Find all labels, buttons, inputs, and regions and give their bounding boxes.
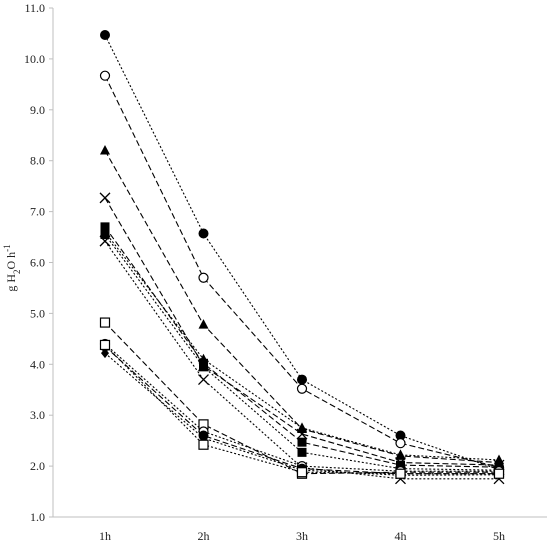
data-point-open-square xyxy=(395,468,406,479)
data-point-filled-square xyxy=(297,447,307,457)
series-5 xyxy=(100,226,504,464)
x-tick-label: 3h xyxy=(296,529,308,543)
x-tick-label: 5h xyxy=(493,529,505,543)
data-point-filled-triangle xyxy=(494,454,504,464)
series-line xyxy=(104,226,500,468)
y-tick-label: 8.0 xyxy=(30,154,45,168)
data-point-open-circle xyxy=(198,272,209,283)
series-12 xyxy=(99,339,505,479)
series-11 xyxy=(101,348,503,481)
series-2 xyxy=(100,145,504,467)
data-point-filled-triangle xyxy=(395,449,406,459)
y-axis-label: g H2O h-1 xyxy=(2,244,22,291)
data-point-open-square xyxy=(198,439,209,450)
series-line xyxy=(104,75,500,468)
data-point-open-circle xyxy=(395,438,406,449)
y-tick-label: 1.0 xyxy=(30,510,45,524)
data-point-filled-triangle xyxy=(198,319,209,329)
data-point-open-square xyxy=(99,317,111,328)
y-tick-label: 9.0 xyxy=(30,103,45,117)
data-point-open-square xyxy=(296,467,308,478)
series-1 xyxy=(99,70,505,473)
data-point-filled-diamond xyxy=(101,348,109,359)
data-point-open-circle xyxy=(99,70,111,81)
data-point-open-square xyxy=(493,468,505,479)
series-line xyxy=(104,197,500,466)
data-point-open-circle xyxy=(296,383,308,394)
y-tick-label: 4.0 xyxy=(30,357,45,371)
data-point-filled-square xyxy=(297,437,307,447)
data-point-cross xyxy=(198,374,209,386)
data-point-cross xyxy=(99,192,111,204)
y-tick-label: 6.0 xyxy=(30,256,45,270)
data-point-open-square xyxy=(99,339,111,351)
data-point-filled-triangle xyxy=(297,422,307,432)
y-tick-label: 7.0 xyxy=(30,205,45,219)
series-line xyxy=(104,344,499,475)
y-tick-label: 2.0 xyxy=(30,459,45,473)
data-point-filled-circle xyxy=(297,374,307,385)
y-tick-label: 10.0 xyxy=(24,52,45,66)
data-point-filled-triangle xyxy=(100,145,110,155)
x-tick-label: 4h xyxy=(395,529,407,543)
y-tick-label: 3.0 xyxy=(30,408,45,422)
data-point-filled-circle xyxy=(198,228,209,239)
x-tick-label: 2h xyxy=(198,529,210,543)
series-10 xyxy=(100,341,504,479)
series-line xyxy=(104,234,500,471)
series-0 xyxy=(100,29,504,475)
data-point-filled-circle xyxy=(100,29,110,40)
data-point-filled-square xyxy=(199,362,208,372)
series-line xyxy=(104,240,499,480)
data-point-cross xyxy=(99,235,111,247)
series-line xyxy=(104,322,499,475)
y-tick-label: 5.0 xyxy=(30,306,45,320)
y-tick-label: 11.0 xyxy=(24,1,45,15)
series-line xyxy=(104,34,500,471)
x-tick-label: 1h xyxy=(99,529,111,543)
data-point-filled-square xyxy=(100,230,110,240)
data-point-filled-triangle xyxy=(198,353,209,364)
series-line xyxy=(104,352,500,476)
